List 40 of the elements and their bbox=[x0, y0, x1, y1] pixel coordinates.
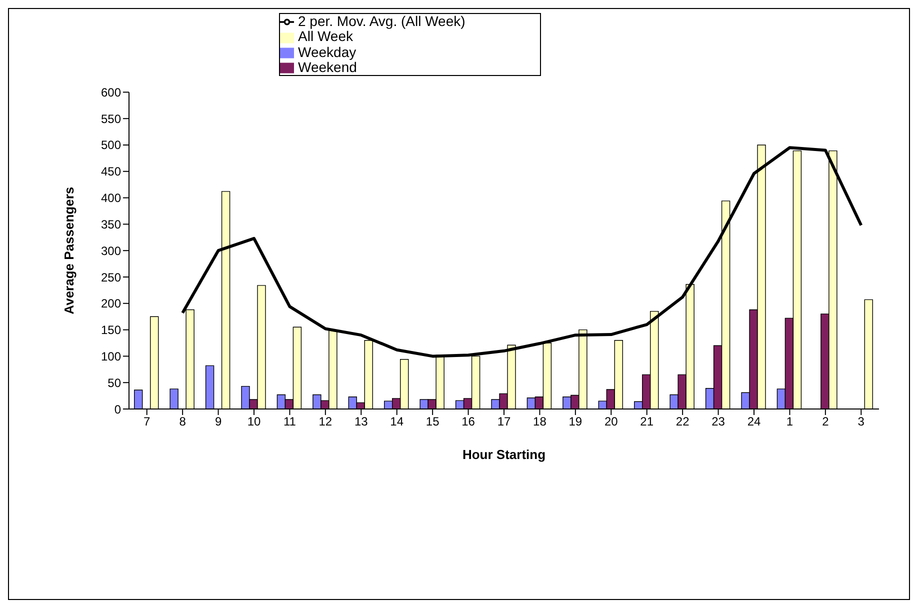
x-tick-label: 14 bbox=[390, 414, 404, 429]
y-axis-title: Average Passengers bbox=[62, 186, 77, 314]
y-tick-label: 550 bbox=[100, 112, 122, 126]
x-tick-label: 16 bbox=[462, 414, 476, 429]
legend-label: All Week bbox=[298, 28, 353, 44]
y-tick-label: 400 bbox=[100, 191, 122, 206]
y-tick-label: 250 bbox=[100, 270, 122, 284]
y-tick-label: 500 bbox=[100, 138, 122, 152]
x-tick-label: 20 bbox=[604, 414, 618, 429]
y-tick-label: 200 bbox=[100, 296, 122, 311]
y-tick-label: 0 bbox=[114, 402, 122, 416]
x-tick-label: 10 bbox=[247, 414, 261, 429]
x-tick-label: 2 bbox=[822, 414, 830, 429]
legend-label: Weekday bbox=[298, 44, 356, 60]
x-tick-label: 8 bbox=[179, 414, 186, 429]
x-tick-label: 17 bbox=[497, 414, 511, 429]
y-tick-label: 100 bbox=[100, 349, 122, 364]
x-tick-label: 1 bbox=[786, 414, 794, 429]
y-tick-label: 350 bbox=[100, 217, 122, 232]
y-tick-label: 450 bbox=[100, 164, 122, 179]
x-axis-title: Hour Starting bbox=[462, 447, 546, 462]
x-tick-label: 18 bbox=[533, 414, 547, 429]
legend-label: 2 per. Mov. Avg. (All Week) bbox=[298, 13, 466, 29]
x-tick-label: 15 bbox=[426, 414, 440, 429]
x-tick-label: 9 bbox=[214, 414, 222, 429]
y-tick-label: 300 bbox=[100, 244, 122, 258]
x-tick-label: 13 bbox=[354, 414, 368, 429]
x-tick-label: 11 bbox=[283, 414, 296, 429]
x-tick-label: 24 bbox=[747, 414, 761, 429]
x-tick-label: 3 bbox=[858, 414, 865, 429]
y-tick-label: 150 bbox=[100, 323, 122, 338]
x-tick-label: 23 bbox=[712, 414, 726, 429]
x-tick-label: 22 bbox=[676, 414, 690, 429]
x-tick-label: 7 bbox=[144, 414, 151, 429]
x-tick-label: 12 bbox=[318, 414, 332, 429]
y-tick-label: 50 bbox=[108, 376, 122, 390]
y-tick-label: 600 bbox=[100, 85, 122, 100]
x-tick-label: 19 bbox=[568, 414, 582, 429]
legend-label: Weekend bbox=[298, 58, 357, 75]
x-tick-label: 21 bbox=[640, 414, 654, 429]
